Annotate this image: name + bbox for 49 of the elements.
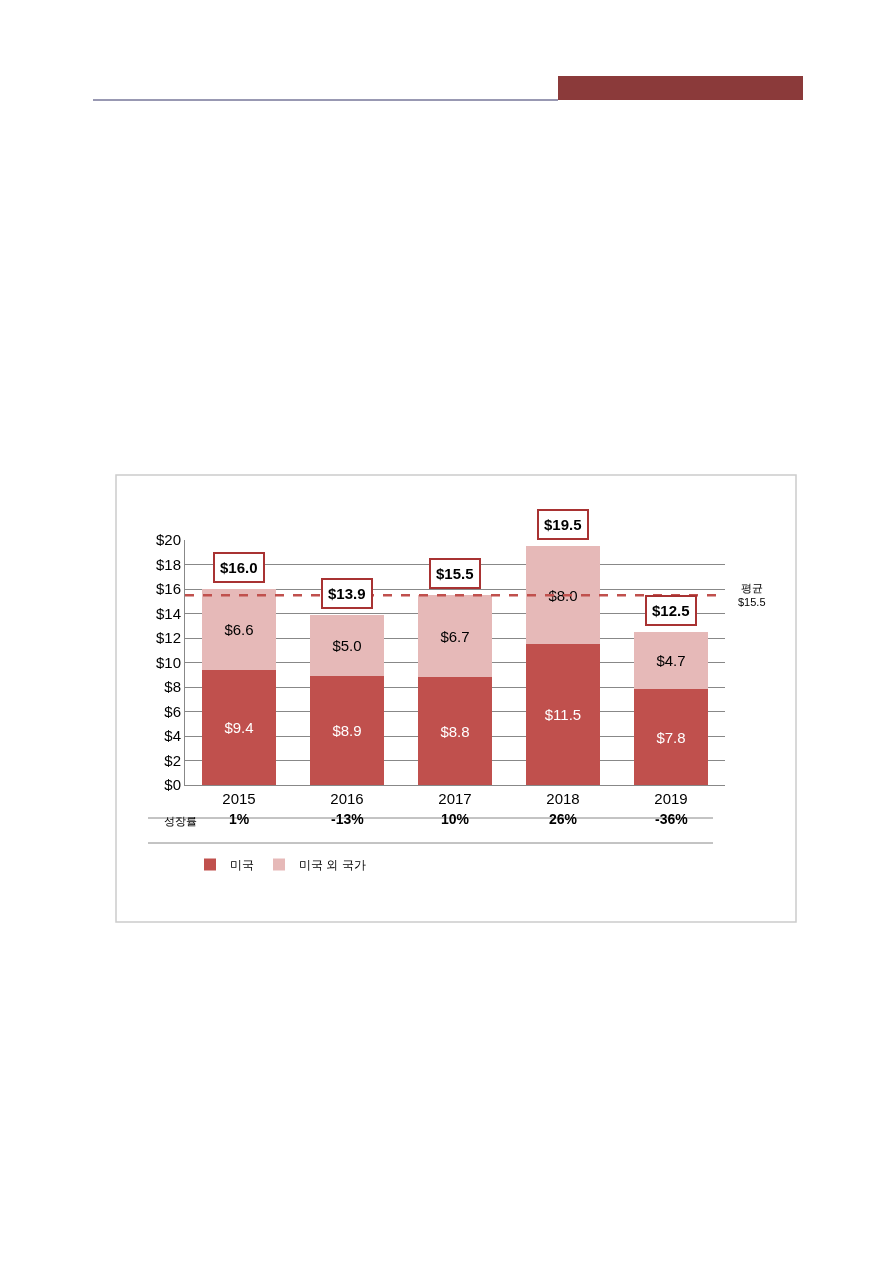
- y-tick-label: $18: [155, 555, 181, 573]
- x-tick-label: 2018: [546, 790, 580, 807]
- y-tick-label: $2: [164, 751, 181, 769]
- data-label: $9.4: [224, 718, 254, 736]
- bar: [310, 614, 384, 676]
- bar: [634, 631, 708, 690]
- data-label: $5.0: [332, 636, 362, 654]
- total-label: $13.9: [328, 585, 366, 602]
- data-label: $7.8: [656, 728, 686, 746]
- total-label: $16.0: [220, 559, 258, 576]
- bar: [526, 546, 600, 645]
- data-label: $8.9: [332, 721, 362, 739]
- text: 성장률: [164, 815, 197, 827]
- data-label: $11.5: [544, 706, 582, 724]
- y-tick-label: $4: [164, 727, 181, 745]
- y-tick-label: $10: [155, 653, 181, 671]
- y-tick-label: $8: [164, 678, 181, 696]
- y-tick-label: $6: [164, 702, 181, 720]
- bar: [634, 689, 708, 785]
- x-tick-label: 2019: [654, 790, 688, 807]
- y-tick-label: $0: [164, 776, 181, 794]
- legend-label: 미국: [230, 858, 254, 873]
- bar: [202, 589, 276, 670]
- total-label: $19.5: [544, 516, 582, 533]
- text: 10%: [441, 811, 470, 827]
- data-label: $6.7: [440, 627, 470, 645]
- text: 26%: [549, 811, 578, 827]
- bar: [310, 675, 384, 785]
- x-tick-label: 2017: [438, 790, 472, 807]
- y-tick-label: $12: [155, 629, 181, 647]
- ref-line-label: 평균 $15.5: [738, 582, 766, 609]
- y-tick-label: $14: [155, 604, 181, 622]
- data-label: $6.6: [224, 620, 254, 638]
- data-label: $8.8: [440, 722, 470, 740]
- x-tick-label: 2016: [330, 790, 364, 807]
- bar: [418, 595, 492, 678]
- text: 1%: [229, 811, 250, 827]
- y-tick-label: $20: [155, 531, 181, 549]
- bar: [202, 669, 276, 785]
- bar: [526, 644, 600, 785]
- legend-label: 미국 외 국가: [299, 858, 366, 873]
- bar: [418, 677, 492, 785]
- text: -36%: [655, 811, 689, 827]
- total-label: $15.5: [436, 565, 474, 582]
- text: -13%: [331, 811, 365, 827]
- total-label: $12.5: [652, 602, 690, 619]
- x-tick-label: 2015: [222, 790, 256, 807]
- data-label: $4.7: [656, 652, 686, 670]
- y-tick-label: $16: [155, 580, 181, 598]
